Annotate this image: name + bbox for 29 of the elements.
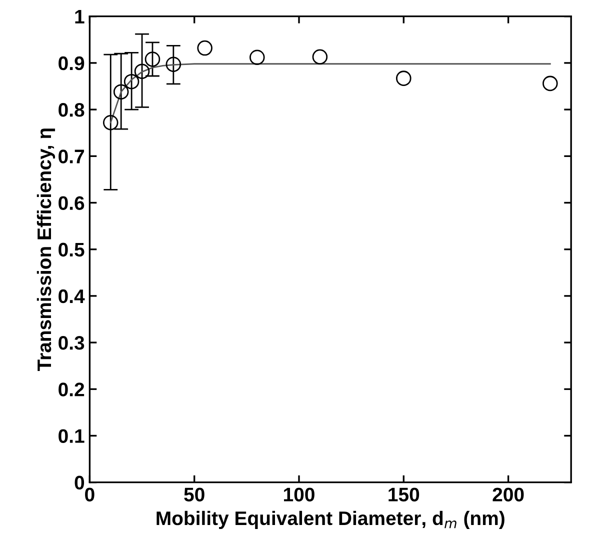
point (134, 64, 150, 79)
point (166, 56, 182, 72)
point (102, 114, 118, 130)
y-tick-label: 0.3 (58, 336, 84, 350)
point (144, 52, 160, 67)
y-axis-title: Transmission Efficiency, η (36, 128, 56, 372)
x-tick-label: 150 (388, 488, 420, 502)
point (542, 76, 558, 92)
point (113, 84, 129, 100)
y-tick-label: 0.8 (58, 103, 84, 117)
x-tick-label: 50 (184, 488, 204, 502)
y-tick-label: 0.5 (58, 242, 84, 257)
x-tick-label: 200 (492, 488, 524, 502)
point (197, 40, 212, 56)
y-tick-label: 0.1 (58, 429, 84, 443)
y-tick-label: 0.7 (58, 150, 84, 164)
point (124, 74, 140, 90)
y-tick-label: 0.2 (58, 382, 84, 396)
x-tick-label: 100 (284, 488, 314, 502)
x-axis-title: Mobility Equivalent Diameter, d$_{m}$ (nm) (156, 510, 504, 529)
y-tick-label: 1 (75, 10, 84, 24)
y-tick-label: 0 (74, 476, 84, 490)
point (312, 49, 328, 65)
x-tick-label: 0 (85, 488, 94, 502)
y-tick-label: 0.4 (58, 289, 85, 304)
y-tick-label: 0.9 (58, 56, 84, 70)
point (250, 50, 265, 65)
y-tick-label: 0.6 (58, 196, 84, 210)
point (396, 70, 412, 86)
